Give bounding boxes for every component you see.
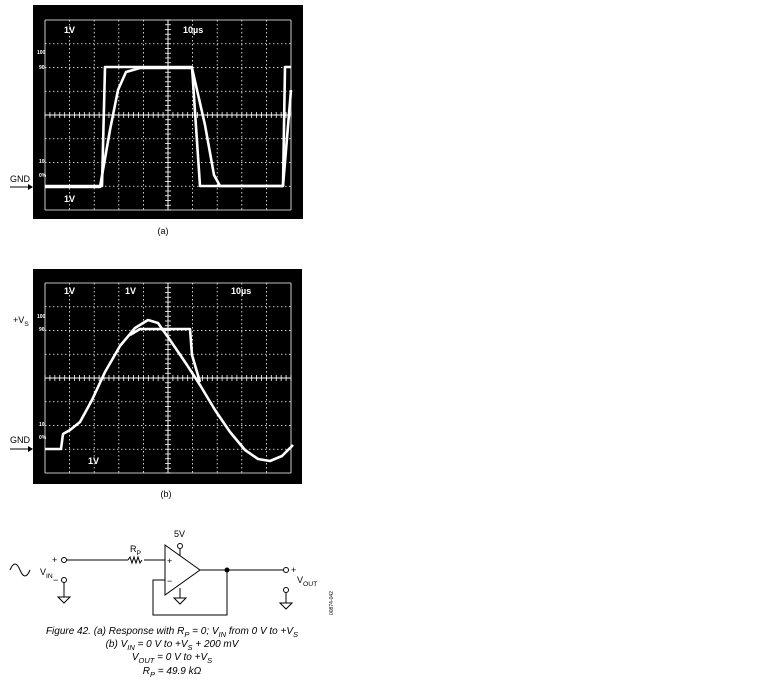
subscript: OUT	[303, 581, 317, 588]
circuit: + − VIN RP + − 5V + VOUT 00874-042	[9, 529, 335, 616]
text-part: +V	[13, 315, 24, 325]
text-part: R	[130, 544, 137, 554]
text-part: (b) V	[106, 639, 129, 650]
terminal	[177, 543, 183, 549]
level-mark: 10	[39, 422, 45, 428]
text-part: = 49.9 kΩ	[155, 666, 202, 677]
caption-line: (b) VIN = 0 V to +VS + 200 mV	[106, 639, 240, 652]
minus: −	[53, 575, 58, 585]
terminal	[61, 577, 67, 583]
caption-line: VOUT = 0 V to +VS	[132, 652, 212, 665]
subscript: S	[207, 656, 212, 665]
waveform	[45, 66, 293, 189]
text-part: = 0 V to +V	[154, 652, 208, 663]
caption-line: Figure 42. (a) Response with RP = 0; VIN…	[46, 626, 298, 639]
subscript: S	[24, 321, 29, 328]
waveform	[45, 318, 294, 463]
scope-label: 1V	[64, 286, 75, 296]
subscript: P	[184, 630, 189, 639]
scope-label: 1V	[125, 286, 136, 296]
level-mark: 0%	[39, 173, 47, 179]
scope-label: 1V	[64, 25, 75, 35]
plus: +	[291, 565, 296, 575]
vs-label: +VS	[13, 315, 29, 328]
level-mark: 10	[39, 159, 45, 165]
terminal	[61, 557, 67, 563]
scope-label: 1V	[64, 194, 75, 204]
scope-label: 10µs	[183, 25, 203, 35]
text-part: Figure 42. (a) Response with R	[46, 626, 184, 637]
subscript: P	[150, 670, 155, 679]
subscript: IN	[219, 630, 227, 639]
ground	[56, 596, 72, 604]
text-part: V	[297, 575, 303, 585]
resistor	[127, 555, 143, 565]
subscript: IN	[127, 643, 135, 652]
scope-a: 1V 10µs 1V 100 90 10 0% GND (a)	[10, 5, 303, 236]
gnd-label: GND	[10, 174, 31, 184]
scope-label: 1V	[88, 456, 99, 466]
feedback	[152, 570, 228, 616]
subscript: S	[293, 630, 298, 639]
op-amp	[164, 544, 201, 596]
text-part: = 0 V to +V	[135, 639, 189, 650]
plus: +	[167, 556, 172, 566]
level-mark: 0%	[39, 435, 47, 441]
node	[224, 567, 230, 573]
text-part: from 0 V to +V	[226, 626, 294, 637]
supply-label: 5V	[174, 529, 185, 539]
subscript: OUT	[139, 656, 156, 665]
caption-line: RP = 49.9 kΩ	[143, 666, 202, 679]
terminal	[283, 587, 289, 593]
subscript: IN	[46, 573, 53, 580]
scope-label: 10µs	[231, 286, 251, 296]
vout-label: VOUT	[297, 575, 317, 588]
gnd-label: GND	[10, 435, 31, 445]
minus: −	[167, 576, 172, 586]
vin-label: VIN	[40, 567, 53, 580]
terminal	[283, 567, 289, 573]
subscript: S	[188, 643, 193, 652]
arrow-head	[28, 446, 33, 452]
rp-label: RP	[130, 544, 142, 557]
figure-code: 00874-042	[329, 591, 335, 615]
caption: Figure 42. (a) Response with RP = 0; VIN…	[46, 626, 298, 679]
level-mark: 90	[39, 65, 45, 71]
waveform	[129, 327, 202, 383]
scope-grid	[44, 282, 292, 474]
ground	[172, 597, 188, 605]
level-mark: 90	[39, 327, 45, 333]
text-part: = 0; V	[189, 626, 220, 637]
text-part: R	[143, 666, 150, 677]
arrow-head	[28, 184, 33, 190]
sine-source	[9, 563, 31, 577]
level-mark: 100	[37, 314, 46, 320]
scope-b: 1V 1V 10µs 1V 100 90 10 0% +VS GND (b)	[10, 269, 302, 499]
level-mark: 100	[37, 50, 46, 56]
panel-label: (b)	[161, 489, 172, 499]
subscript: P	[137, 550, 142, 557]
plus: +	[52, 555, 57, 565]
text-part: V	[132, 652, 140, 663]
text-part: + 200 mV	[193, 639, 240, 650]
panel-label: (a)	[158, 226, 169, 236]
text-part: V	[40, 567, 46, 577]
ground	[278, 602, 294, 610]
